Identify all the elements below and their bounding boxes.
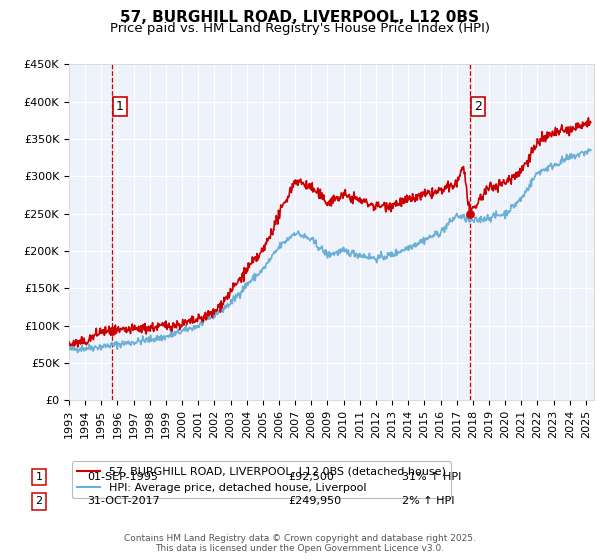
Text: £249,950: £249,950 bbox=[288, 496, 341, 506]
Text: 1: 1 bbox=[116, 100, 124, 113]
Text: 31-OCT-2017: 31-OCT-2017 bbox=[87, 496, 160, 506]
Point bbox=[465, 209, 475, 218]
Text: 2: 2 bbox=[35, 496, 43, 506]
Text: 1: 1 bbox=[35, 472, 43, 482]
Point bbox=[107, 327, 117, 336]
Text: 01-SEP-1995: 01-SEP-1995 bbox=[87, 472, 158, 482]
Text: Price paid vs. HM Land Registry's House Price Index (HPI): Price paid vs. HM Land Registry's House … bbox=[110, 22, 490, 35]
Text: £92,500: £92,500 bbox=[288, 472, 334, 482]
Text: 57, BURGHILL ROAD, LIVERPOOL, L12 0BS: 57, BURGHILL ROAD, LIVERPOOL, L12 0BS bbox=[121, 10, 479, 25]
Legend: 57, BURGHILL ROAD, LIVERPOOL, L12 0BS (detached house), HPI: Average price, deta: 57, BURGHILL ROAD, LIVERPOOL, L12 0BS (d… bbox=[72, 461, 451, 498]
Text: 2: 2 bbox=[474, 100, 482, 113]
Text: 31% ↑ HPI: 31% ↑ HPI bbox=[402, 472, 461, 482]
Text: 2% ↑ HPI: 2% ↑ HPI bbox=[402, 496, 455, 506]
Text: Contains HM Land Registry data © Crown copyright and database right 2025.
This d: Contains HM Land Registry data © Crown c… bbox=[124, 534, 476, 553]
